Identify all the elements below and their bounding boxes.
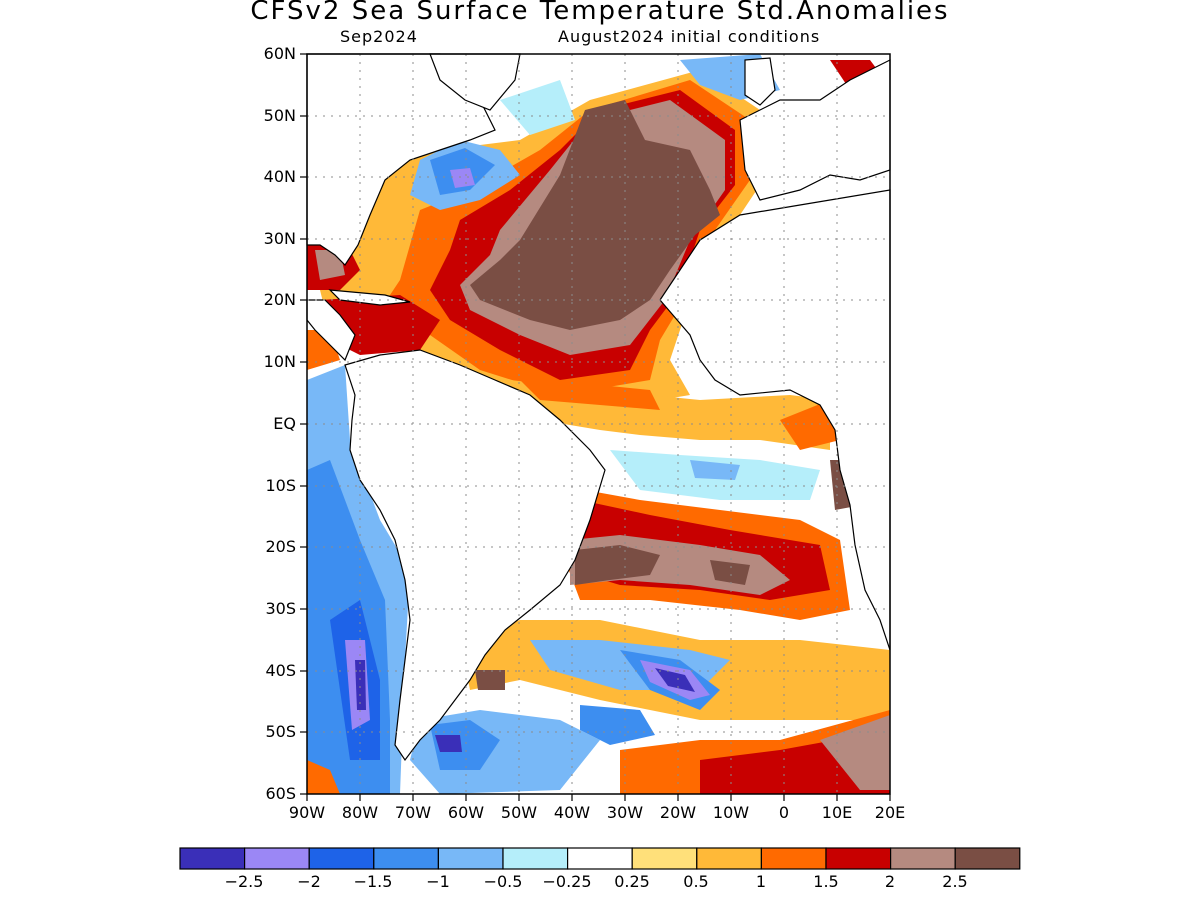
colorbar-label: 2 xyxy=(884,872,896,891)
lon-label-10w: 10W xyxy=(712,803,750,822)
colorbar-label: 1 xyxy=(755,872,767,891)
lon-label-90w: 90W xyxy=(288,803,326,822)
lat-label-40n: 40N xyxy=(263,167,296,186)
colorbar-swatch xyxy=(566,847,633,870)
central-america xyxy=(306,299,356,362)
lon-label-80w: 80W xyxy=(341,803,379,822)
colorbar-swatch xyxy=(244,847,310,870)
land-masses xyxy=(306,53,891,762)
colorbar-label: −1.5 xyxy=(353,872,393,891)
africa xyxy=(659,189,891,651)
graticule xyxy=(307,54,890,794)
colorbar-swatch xyxy=(373,847,439,870)
colorbar-swatch xyxy=(889,847,956,870)
colorbar-label: −1 xyxy=(426,872,450,891)
lon-label-40w: 40W xyxy=(553,803,591,822)
initial-conditions: August2024 initial conditions xyxy=(558,27,821,46)
colorbar-label: 0.25 xyxy=(614,872,650,891)
lat-label-20n: 20N xyxy=(263,290,296,309)
south-america xyxy=(344,349,606,762)
map-title: CFSv2 Sea Surface Temperature Std.Anomal… xyxy=(250,0,950,26)
lon-label-30w: 30W xyxy=(606,803,644,822)
colorbar xyxy=(179,847,1021,870)
axis-ticks xyxy=(300,53,891,801)
lat-label-20s: 20S xyxy=(265,537,296,556)
lon-label-20w: 20W xyxy=(659,803,697,822)
lat-label-10n: 10N xyxy=(263,352,296,371)
lat-label-30n: 30N xyxy=(263,229,296,248)
lat-label-40s: 40S xyxy=(265,661,296,680)
colorbar-swatch xyxy=(502,847,569,870)
forecast-month: Sep2024 xyxy=(340,27,418,46)
europe xyxy=(739,59,891,201)
colorbar-swatch xyxy=(760,847,827,870)
lon-label-70w: 70W xyxy=(394,803,432,822)
lat-label-50s: 50S xyxy=(265,722,296,741)
lat-label-eq: EQ xyxy=(273,414,296,433)
colorbar-swatch xyxy=(954,847,1021,870)
colorbar-label: −2 xyxy=(297,872,321,891)
colorbar-swatch xyxy=(308,847,375,870)
colorbar-label: 0.5 xyxy=(683,872,709,891)
lon-label-50w: 50W xyxy=(500,803,538,822)
colorbar-swatch xyxy=(631,847,698,870)
lat-label-10s: 10S xyxy=(265,476,296,495)
colorbar-label: 1.5 xyxy=(813,872,839,891)
colorbar-label: −2.5 xyxy=(224,872,264,891)
lat-label-60n: 60N xyxy=(263,44,296,63)
colorbar-label: −0.25 xyxy=(542,872,592,891)
colorbar-swatch xyxy=(825,847,892,870)
lon-label-10e: 10E xyxy=(821,803,853,822)
lat-label-60s: 60S xyxy=(265,784,296,803)
colorbar-label: −0.5 xyxy=(483,872,523,891)
colorbar-swatch xyxy=(696,847,762,870)
lat-label-30s: 30S xyxy=(265,599,296,618)
british-isles xyxy=(744,57,776,106)
colorbar-swatch xyxy=(437,847,504,870)
lon-label-60w: 60W xyxy=(447,803,485,822)
cuba xyxy=(328,289,411,306)
colorbar-label: 2.5 xyxy=(942,872,968,891)
colorbar-swatch xyxy=(179,847,246,870)
lon-label-0: 0 xyxy=(778,803,790,822)
lon-label-20e: 20E xyxy=(874,803,906,822)
lat-label-50n: 50N xyxy=(263,106,296,125)
